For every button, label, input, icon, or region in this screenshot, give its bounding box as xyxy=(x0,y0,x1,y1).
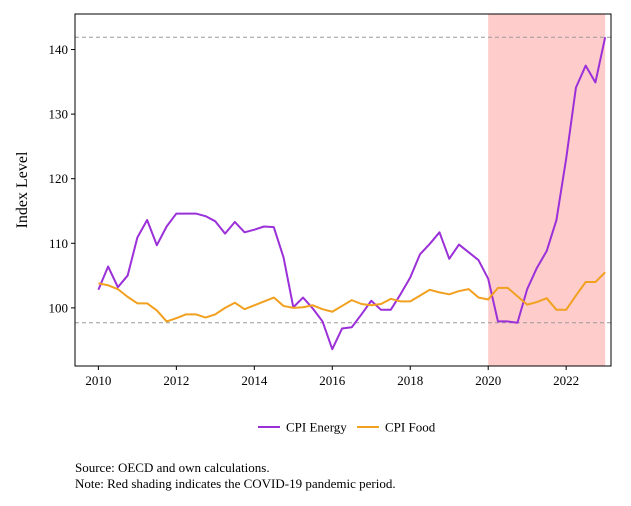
source-note: Source: OECD and own calculations. xyxy=(75,460,270,475)
legend: CPI Energy CPI Food xyxy=(258,420,436,435)
x-tick-label: 2022 xyxy=(553,373,579,388)
legend-label-cpi-food: CPI Food xyxy=(385,420,436,435)
shading-note: Note: Red shading indicates the COVID-19… xyxy=(75,476,396,491)
x-tick-label: 2014 xyxy=(241,373,268,388)
pandemic-shading-layer xyxy=(488,14,606,366)
y-tick-label: 130 xyxy=(49,107,69,122)
x-tick-label: 2010 xyxy=(85,373,111,388)
series-line-cpi-energy xyxy=(97,37,607,351)
x-tick-label: 2012 xyxy=(163,373,189,388)
series-line-cpi-food xyxy=(98,271,606,323)
y-tick-label: 110 xyxy=(49,236,68,251)
x-tick-label: 2018 xyxy=(397,373,423,388)
reference-lines-layer xyxy=(75,36,611,324)
series-layer xyxy=(97,37,607,351)
chart-notes: Source: OECD and own calculations. Note:… xyxy=(75,460,396,492)
y-tick-label: 140 xyxy=(49,42,69,57)
pandemic-shading xyxy=(488,14,606,366)
y-axis: 100 110 120 130 140 xyxy=(49,42,75,315)
line-chart: 2010 2012 2014 2016 2018 2020 2022 100 110 120 13… xyxy=(14,13,612,435)
x-tick-label: 2020 xyxy=(475,373,501,388)
legend-label-cpi-energy: CPI Energy xyxy=(286,420,347,435)
x-tick-label: 2016 xyxy=(319,373,346,388)
x-axis: 2010 2012 2014 2016 2018 2020 2022 xyxy=(85,366,579,388)
y-tick-label: 100 xyxy=(49,300,69,315)
y-axis-title: Index Level xyxy=(14,151,31,228)
plot-frame xyxy=(74,13,612,367)
y-tick-label: 120 xyxy=(49,171,69,186)
